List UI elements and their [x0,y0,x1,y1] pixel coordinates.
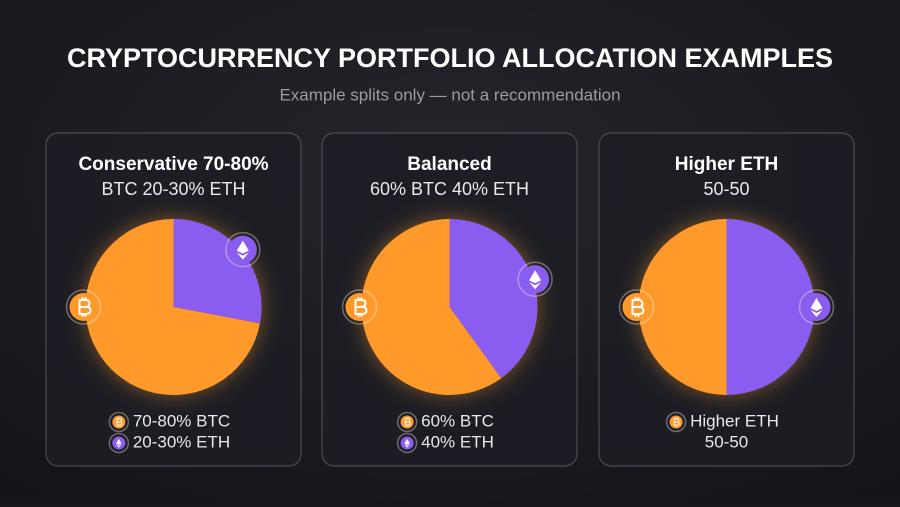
legend-label: 40% ETH [421,432,494,451]
btc-glyph [354,297,368,317]
page-subtitle: Example splits only — not a recommendati… [279,85,620,104]
btc-icon-ring [618,289,655,325]
legend-label: 60% BTC [421,411,494,430]
eth-glyph [404,438,410,448]
card-subtitle: 60% BTC 40% ETH [370,179,529,199]
card-title: Conservative 70-80% [78,154,268,175]
card-subtitle: BTC 20-30% ETH [101,179,245,199]
eth-icon-ring [517,261,553,297]
eth-glyph [810,298,823,317]
legend-label: 20-30% ETH [133,432,230,451]
eth-glyph [529,270,542,290]
pie-slice [449,219,538,379]
btc-icon-ring [396,411,418,433]
card-subtitle: 50-50 [703,179,749,199]
btc-icon-ring [665,411,687,433]
eth-glyph [236,240,249,260]
eth-icon-ring [108,432,130,454]
btc-glyph [673,417,680,427]
btc-glyph [78,297,92,317]
btc-icon-ring [65,289,102,325]
card-title: Higher ETH [675,154,778,175]
btc-glyph [631,297,645,317]
btc-glyph [404,417,411,427]
legend-label: Higher ETH [690,411,779,430]
legend-label: 70-80% BTC [133,411,230,430]
pie-slice [726,219,815,395]
pie-slice [361,219,502,396]
page-title: CRYPTOCURRENCY PORTFOLIO ALLOCATION EXAM… [67,43,833,73]
eth-icon-ring [225,231,261,268]
eth-glyph [116,438,122,448]
btc-icon-ring [341,289,378,325]
card-title: Balanced [407,154,491,175]
btc-icon-ring [108,411,130,433]
eth-icon-ring [798,289,835,325]
eth-icon-ring [396,432,418,454]
pie-slice [85,219,260,395]
pie-slice [638,219,727,395]
pie-slice [173,219,262,324]
legend-label: 50-50 [705,432,748,451]
btc-glyph [116,417,123,427]
